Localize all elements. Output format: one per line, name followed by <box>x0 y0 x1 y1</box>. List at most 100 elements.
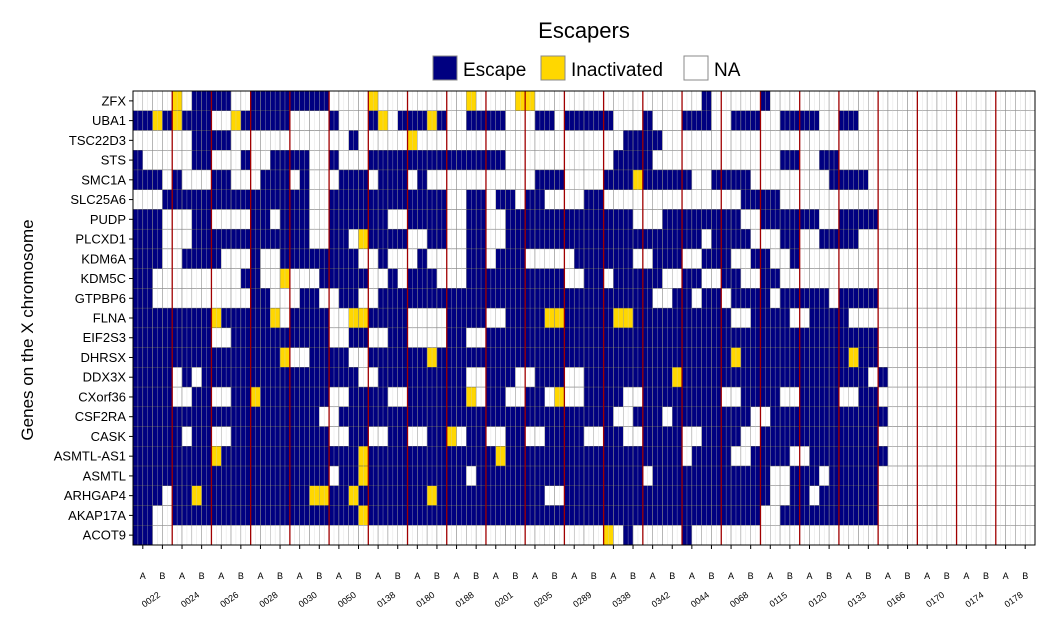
sample-label: A <box>218 571 224 581</box>
gene-label: SMC1A <box>81 172 126 187</box>
sample-label: B <box>983 571 989 581</box>
sample-label: A <box>885 571 891 581</box>
patient-label: 0338 <box>610 590 632 610</box>
patient-label: 0068 <box>728 590 750 610</box>
patient-label: 0289 <box>571 590 593 610</box>
sample-label: B <box>748 571 754 581</box>
gene-label: FLNA <box>93 311 127 326</box>
patient-label: 0050 <box>336 590 358 610</box>
gene-label: KDM5C <box>80 271 126 286</box>
sample-label: B <box>277 571 283 581</box>
sample-label: A <box>650 571 656 581</box>
legend-swatch <box>540 55 566 81</box>
sample-label: A <box>806 571 812 581</box>
sample-label: B <box>1022 571 1028 581</box>
sample-label: B <box>787 571 793 581</box>
gene-label: AKAP17A <box>68 508 126 523</box>
sample-label: B <box>944 571 950 581</box>
patient-label: 0205 <box>532 590 554 610</box>
gene-label: DHRSX <box>80 350 126 365</box>
sample-label: A <box>846 571 852 581</box>
patient-label: 0133 <box>846 590 868 610</box>
sample-label: A <box>532 571 538 581</box>
sample-label: B <box>238 571 244 581</box>
gene-label: ZFX <box>101 93 126 108</box>
sample-label: B <box>199 571 205 581</box>
gene-label: KDM6A <box>81 251 126 266</box>
sample-label: B <box>395 571 401 581</box>
patient-label: 0138 <box>375 590 397 610</box>
sample-label: B <box>473 571 479 581</box>
patient-label: 0024 <box>179 590 201 610</box>
gene-label: ASMTL <box>83 468 126 483</box>
gene-label: SLC25A6 <box>70 192 126 207</box>
gene-label: DDX3X <box>83 370 127 385</box>
gene-label: UBA1 <box>92 113 126 128</box>
gene-label: CASK <box>91 429 127 444</box>
legend-label: Inactivated <box>571 60 663 81</box>
sample-label: B <box>355 571 361 581</box>
patient-label: 0120 <box>807 590 829 610</box>
sample-label: A <box>924 571 930 581</box>
sample-label: A <box>375 571 381 581</box>
sample-label: B <box>316 571 322 581</box>
sample-label: A <box>414 571 420 581</box>
patient-label: 0170 <box>924 590 946 610</box>
sample-label: B <box>512 571 518 581</box>
sample-label: B <box>826 571 832 581</box>
patient-label: 0026 <box>218 590 240 610</box>
legend-swatch <box>683 55 709 81</box>
gene-label: ASMTL-AS1 <box>54 449 126 464</box>
patient-label: 0188 <box>454 590 476 610</box>
sample-label: B <box>434 571 440 581</box>
sample-label: A <box>179 571 185 581</box>
gene-label: STS <box>101 153 127 168</box>
sample-label: B <box>630 571 636 581</box>
gene-label: EIF2S3 <box>83 330 126 345</box>
patient-label: 0178 <box>1003 590 1025 610</box>
sample-label: B <box>905 571 911 581</box>
patient-label: 0180 <box>414 590 436 610</box>
patient-label: 0174 <box>963 590 985 610</box>
gene-label: ARHGAP4 <box>64 488 126 503</box>
gene-label: CXorf36 <box>78 389 126 404</box>
sample-label: B <box>159 571 165 581</box>
legend-item-inactivated: Inactivated <box>540 55 663 81</box>
sample-label: A <box>493 571 499 581</box>
patient-label: 0044 <box>689 590 711 610</box>
sample-label: A <box>257 571 263 581</box>
patient-label: 0030 <box>297 590 319 610</box>
patient-label: 0028 <box>257 590 279 610</box>
chart-title: Escapers <box>538 18 630 43</box>
legend-item-na: NA <box>683 55 741 81</box>
sample-label: A <box>767 571 773 581</box>
sample-label: A <box>571 571 577 581</box>
sample-label: A <box>297 571 303 581</box>
gene-labels: ZFX UBA1 TSC22D3 STS SMC1A SLC25A6 PUDP PLCXD1 K… <box>54 93 133 543</box>
gene-label: CSF2RA <box>75 409 127 424</box>
sample-label: B <box>865 571 871 581</box>
gene-label: PLCXD1 <box>75 232 126 247</box>
sample-label: A <box>454 571 460 581</box>
heatmap-grid <box>132 90 1036 546</box>
sample-label: A <box>689 571 695 581</box>
patient-label: 0342 <box>650 590 672 610</box>
sample-label: A <box>728 571 734 581</box>
gene-label: GTPBP6 <box>75 291 126 306</box>
sample-label: A <box>610 571 616 581</box>
sample-label: A <box>140 571 146 581</box>
gene-label: PUDP <box>90 212 126 227</box>
legend-label: NA <box>714 60 741 81</box>
sample-label: B <box>708 571 714 581</box>
y-axis-label: Genes on the X chromosome <box>18 219 37 440</box>
gene-label: TSC22D3 <box>69 133 126 148</box>
legend-swatch <box>432 55 458 81</box>
sample-label: B <box>552 571 558 581</box>
sample-labels: A B 0022 A B 0024 A B 0026 A B 0028 A B 0030 A B 0050 A B 01… <box>140 545 1028 609</box>
sample-label: A <box>963 571 969 581</box>
legend: Escape Inactivated NA <box>432 55 741 81</box>
patient-label: 0166 <box>885 590 907 610</box>
sample-label: B <box>669 571 675 581</box>
sample-label: A <box>336 571 342 581</box>
